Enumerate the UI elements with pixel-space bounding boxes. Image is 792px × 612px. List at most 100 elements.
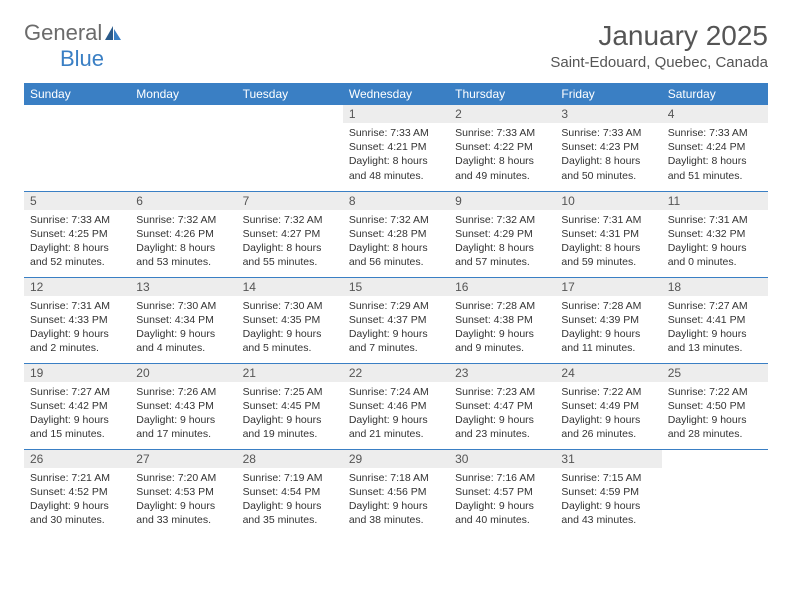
day-details: Sunrise: 7:18 AMSunset: 4:56 PMDaylight:… (343, 468, 449, 532)
sunset-text: Sunset: 4:52 PM (30, 485, 124, 499)
day-number: 6 (130, 192, 236, 210)
calendar-cell (24, 105, 130, 191)
sunrise-text: Sunrise: 7:32 AM (136, 213, 230, 227)
day-number: 5 (24, 192, 130, 210)
day-number: 26 (24, 450, 130, 468)
sunset-text: Sunset: 4:22 PM (455, 140, 549, 154)
calendar-cell: 30Sunrise: 7:16 AMSunset: 4:57 PMDayligh… (449, 449, 555, 535)
calendar-row: 12Sunrise: 7:31 AMSunset: 4:33 PMDayligh… (24, 277, 768, 363)
sunset-text: Sunset: 4:29 PM (455, 227, 549, 241)
day-details: Sunrise: 7:32 AMSunset: 4:26 PMDaylight:… (130, 210, 236, 274)
weekday-header: Friday (555, 83, 661, 105)
day-details: Sunrise: 7:22 AMSunset: 4:50 PMDaylight:… (662, 382, 768, 446)
calendar-cell: 27Sunrise: 7:20 AMSunset: 4:53 PMDayligh… (130, 449, 236, 535)
day-number: 1 (343, 105, 449, 123)
page-header: General January 2025 Saint-Edouard, Queb… (24, 20, 768, 71)
sunset-text: Sunset: 4:26 PM (136, 227, 230, 241)
sunset-text: Sunset: 4:34 PM (136, 313, 230, 327)
daylight-text-2: and 56 minutes. (349, 255, 443, 269)
sunrise-text: Sunrise: 7:31 AM (668, 213, 762, 227)
daylight-text-1: Daylight: 9 hours (668, 241, 762, 255)
day-details: Sunrise: 7:28 AMSunset: 4:39 PMDaylight:… (555, 296, 661, 360)
calendar-cell: 29Sunrise: 7:18 AMSunset: 4:56 PMDayligh… (343, 449, 449, 535)
daylight-text-1: Daylight: 8 hours (668, 154, 762, 168)
calendar-cell: 14Sunrise: 7:30 AMSunset: 4:35 PMDayligh… (237, 277, 343, 363)
sunset-text: Sunset: 4:21 PM (349, 140, 443, 154)
empty-cell (237, 105, 343, 123)
daylight-text-1: Daylight: 9 hours (30, 499, 124, 513)
day-details: Sunrise: 7:23 AMSunset: 4:47 PMDaylight:… (449, 382, 555, 446)
sunset-text: Sunset: 4:43 PM (136, 399, 230, 413)
day-number: 31 (555, 450, 661, 468)
weekday-header: Wednesday (343, 83, 449, 105)
day-details: Sunrise: 7:32 AMSunset: 4:28 PMDaylight:… (343, 210, 449, 274)
sunrise-text: Sunrise: 7:20 AM (136, 471, 230, 485)
daylight-text-1: Daylight: 8 hours (455, 241, 549, 255)
day-number: 22 (343, 364, 449, 382)
daylight-text-2: and 52 minutes. (30, 255, 124, 269)
day-details: Sunrise: 7:33 AMSunset: 4:24 PMDaylight:… (662, 123, 768, 187)
weekday-header: Monday (130, 83, 236, 105)
day-details: Sunrise: 7:31 AMSunset: 4:33 PMDaylight:… (24, 296, 130, 360)
day-number: 18 (662, 278, 768, 296)
weekday-header: Tuesday (237, 83, 343, 105)
daylight-text-2: and 7 minutes. (349, 341, 443, 355)
daylight-text-1: Daylight: 9 hours (455, 499, 549, 513)
sunset-text: Sunset: 4:42 PM (30, 399, 124, 413)
daylight-text-1: Daylight: 9 hours (30, 327, 124, 341)
daylight-text-2: and 17 minutes. (136, 427, 230, 441)
calendar-cell: 5Sunrise: 7:33 AMSunset: 4:25 PMDaylight… (24, 191, 130, 277)
calendar-cell: 12Sunrise: 7:31 AMSunset: 4:33 PMDayligh… (24, 277, 130, 363)
calendar-cell: 10Sunrise: 7:31 AMSunset: 4:31 PMDayligh… (555, 191, 661, 277)
sunrise-text: Sunrise: 7:30 AM (136, 299, 230, 313)
sunrise-text: Sunrise: 7:19 AM (243, 471, 337, 485)
sunrise-text: Sunrise: 7:22 AM (561, 385, 655, 399)
day-number: 3 (555, 105, 661, 123)
month-title: January 2025 (550, 20, 768, 52)
daylight-text-2: and 26 minutes. (561, 427, 655, 441)
sunset-text: Sunset: 4:28 PM (349, 227, 443, 241)
sunrise-text: Sunrise: 7:31 AM (561, 213, 655, 227)
calendar-cell: 28Sunrise: 7:19 AMSunset: 4:54 PMDayligh… (237, 449, 343, 535)
day-details: Sunrise: 7:26 AMSunset: 4:43 PMDaylight:… (130, 382, 236, 446)
sunset-text: Sunset: 4:45 PM (243, 399, 337, 413)
day-details: Sunrise: 7:21 AMSunset: 4:52 PMDaylight:… (24, 468, 130, 532)
calendar-cell: 6Sunrise: 7:32 AMSunset: 4:26 PMDaylight… (130, 191, 236, 277)
daylight-text-2: and 9 minutes. (455, 341, 549, 355)
day-details: Sunrise: 7:33 AMSunset: 4:22 PMDaylight:… (449, 123, 555, 187)
sunset-text: Sunset: 4:37 PM (349, 313, 443, 327)
sunrise-text: Sunrise: 7:25 AM (243, 385, 337, 399)
day-details: Sunrise: 7:16 AMSunset: 4:57 PMDaylight:… (449, 468, 555, 532)
sunrise-text: Sunrise: 7:33 AM (349, 126, 443, 140)
day-number: 25 (662, 364, 768, 382)
calendar-cell: 21Sunrise: 7:25 AMSunset: 4:45 PMDayligh… (237, 363, 343, 449)
day-number: 28 (237, 450, 343, 468)
sunrise-text: Sunrise: 7:33 AM (30, 213, 124, 227)
day-details: Sunrise: 7:15 AMSunset: 4:59 PMDaylight:… (555, 468, 661, 532)
day-details: Sunrise: 7:19 AMSunset: 4:54 PMDaylight:… (237, 468, 343, 532)
calendar-cell: 7Sunrise: 7:32 AMSunset: 4:27 PMDaylight… (237, 191, 343, 277)
sunrise-text: Sunrise: 7:26 AM (136, 385, 230, 399)
calendar-cell: 24Sunrise: 7:22 AMSunset: 4:49 PMDayligh… (555, 363, 661, 449)
calendar-cell: 3Sunrise: 7:33 AMSunset: 4:23 PMDaylight… (555, 105, 661, 191)
calendar-cell (130, 105, 236, 191)
daylight-text-1: Daylight: 9 hours (561, 499, 655, 513)
day-details: Sunrise: 7:27 AMSunset: 4:42 PMDaylight:… (24, 382, 130, 446)
day-number: 11 (662, 192, 768, 210)
sunset-text: Sunset: 4:53 PM (136, 485, 230, 499)
day-details: Sunrise: 7:20 AMSunset: 4:53 PMDaylight:… (130, 468, 236, 532)
sunset-text: Sunset: 4:31 PM (561, 227, 655, 241)
daylight-text-2: and 2 minutes. (30, 341, 124, 355)
day-details: Sunrise: 7:31 AMSunset: 4:32 PMDaylight:… (662, 210, 768, 274)
location: Saint-Edouard, Quebec, Canada (550, 54, 768, 71)
daylight-text-1: Daylight: 9 hours (349, 499, 443, 513)
daylight-text-2: and 35 minutes. (243, 513, 337, 527)
sunrise-text: Sunrise: 7:24 AM (349, 385, 443, 399)
sunset-text: Sunset: 4:32 PM (668, 227, 762, 241)
calendar-cell: 20Sunrise: 7:26 AMSunset: 4:43 PMDayligh… (130, 363, 236, 449)
daylight-text-2: and 59 minutes. (561, 255, 655, 269)
daylight-text-1: Daylight: 9 hours (136, 327, 230, 341)
daylight-text-2: and 15 minutes. (30, 427, 124, 441)
day-number: 13 (130, 278, 236, 296)
daylight-text-1: Daylight: 9 hours (349, 413, 443, 427)
